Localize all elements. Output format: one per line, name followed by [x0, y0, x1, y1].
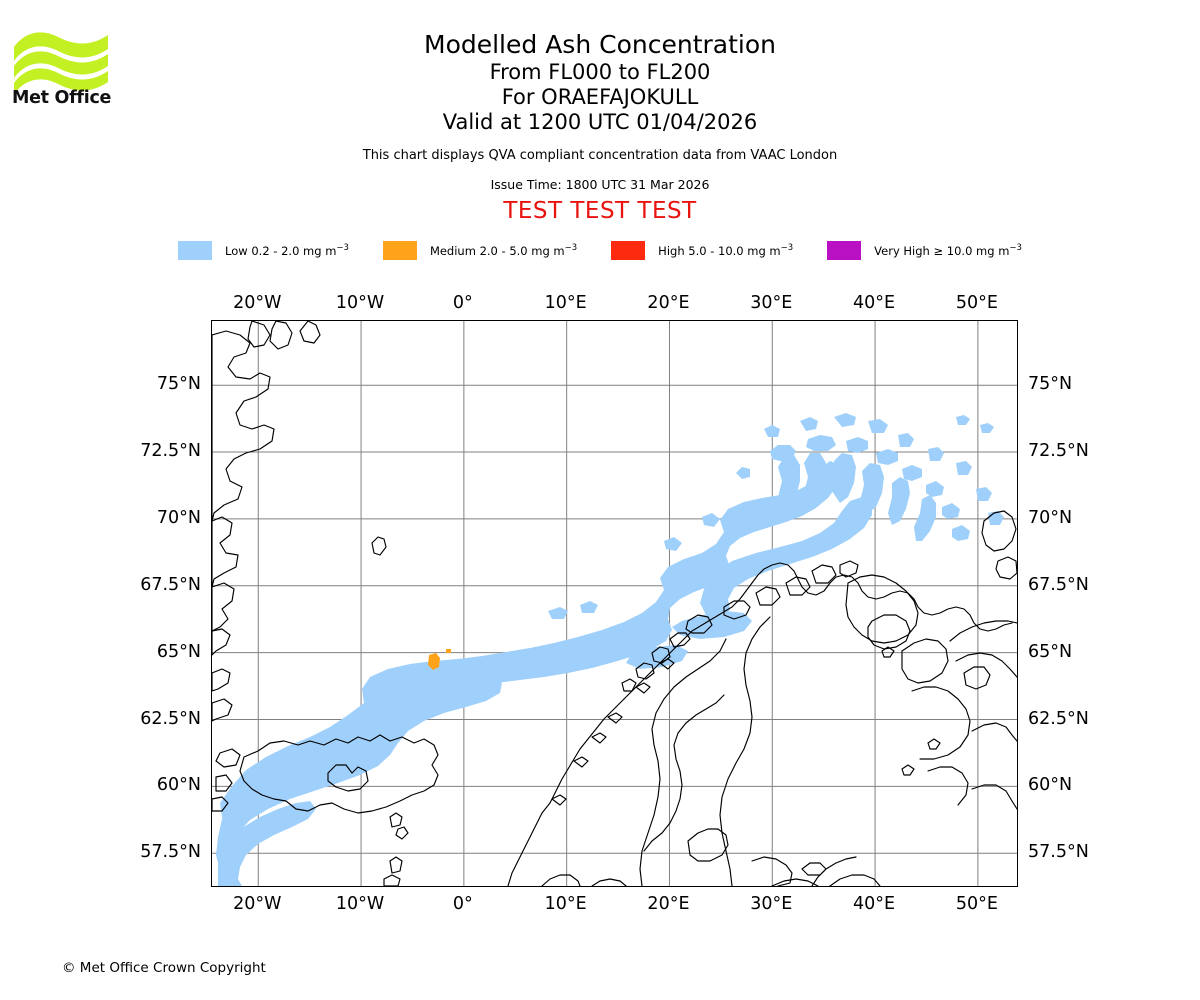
lon-tick-bottom: 0°	[452, 894, 473, 914]
legend-high-swatch	[611, 241, 646, 260]
map-canvas	[212, 321, 1017, 886]
valid-time: Valid at 1200 UTC 01/04/2026	[442, 110, 758, 134]
legend-high: High 5.0 - 10.0 mg m−3	[611, 241, 827, 260]
lat-tick-left: 72.5°N	[140, 441, 201, 462]
lon-tick-top: 20°W	[233, 293, 282, 313]
page-title: Modelled Ash Concentration	[424, 30, 776, 59]
legend-high-label: High 5.0 - 10.0 mg m−3	[658, 243, 794, 258]
met-office-logo-text: Met Office	[12, 88, 112, 108]
lat-tick-right: 57.5°N	[1028, 842, 1089, 863]
issue-time: Issue Time: 1800 UTC 31 Mar 2026	[490, 177, 710, 192]
lon-tick-bottom: 20°E	[647, 894, 690, 914]
coastlines	[212, 321, 1017, 886]
legend-very-high-swatch	[827, 241, 862, 260]
lat-tick-left: 57.5°N	[140, 842, 201, 863]
lon-tick-top: 50°E	[955, 293, 998, 313]
lat-tick-right: 60°N	[1028, 775, 1073, 796]
lon-tick-bottom: 20°W	[233, 894, 282, 914]
copyright-footer: © Met Office Crown Copyright	[62, 960, 266, 976]
qva-note: This chart displays QVA compliant concen…	[362, 148, 838, 163]
lat-tick-left: 70°N	[156, 507, 201, 528]
lon-tick-bottom: 30°E	[750, 894, 793, 914]
met-office-logo	[12, 25, 124, 115]
lat-tick-left: 75°N	[156, 374, 201, 395]
legend-medium-label: Medium 2.0 - 5.0 mg m−3	[429, 243, 578, 258]
legend-low-label: Low 0.2 - 2.0 mg m−3	[225, 243, 349, 258]
lat-tick-left: 65°N	[156, 641, 201, 662]
lon-tick-top: 20°E	[647, 293, 690, 313]
lat-tick-right: 67.5°N	[1028, 574, 1089, 595]
lat-tick-left: 67.5°N	[140, 574, 201, 595]
title-block: Modelled Ash Concentration From FL000 to…	[0, 0, 1200, 224]
legend-medium: Medium 2.0 - 5.0 mg m−3	[382, 241, 611, 260]
lon-tick-top: 10°W	[335, 293, 385, 313]
lon-tick-bottom: 40°E	[853, 894, 896, 914]
ash-plume-low	[228, 455, 938, 886]
lat-tick-right: 75°N	[1028, 374, 1073, 395]
lon-tick-bottom: 50°E	[955, 894, 998, 914]
legend-very-high: Very High ≥ 10.0 mg m−3	[827, 241, 1022, 260]
lon-tick-bottom: 10°E	[544, 894, 587, 914]
lat-tick-right: 72.5°N	[1028, 441, 1089, 462]
lon-tick-top: 30°E	[750, 293, 793, 313]
legend-low: Low 0.2 - 2.0 mg m−3	[178, 241, 383, 260]
lat-tick-right: 70°N	[1028, 507, 1073, 528]
legend-very-high-label: Very High ≥ 10.0 mg m−3	[874, 243, 1022, 258]
lon-tick-top: 10°E	[544, 293, 587, 313]
flight-level-range: From FL000 to FL200	[489, 60, 711, 84]
lon-tick-top: 0°	[452, 293, 473, 313]
ash-plume-medium	[428, 649, 451, 670]
lat-tick-right: 65°N	[1028, 641, 1073, 662]
lat-tick-left: 60°N	[156, 775, 201, 796]
lat-tick-right: 62.5°N	[1028, 708, 1089, 729]
volcano-name: For ORAEFAJOKULL	[501, 85, 699, 109]
lon-tick-top: 40°E	[853, 293, 896, 313]
legend-low-swatch	[178, 241, 213, 260]
legend-medium-swatch	[382, 241, 417, 260]
lon-tick-bottom: 10°W	[335, 894, 385, 914]
map-plot-area[interactable]	[211, 320, 1018, 887]
test-banner: TEST TEST TEST	[503, 198, 697, 224]
ash-plume-low-shapes	[216, 413, 1004, 886]
concentration-legend: Low 0.2 - 2.0 mg m−3 Medium 2.0 - 5.0 mg …	[0, 241, 1200, 260]
lat-tick-left: 62.5°N	[140, 708, 201, 729]
